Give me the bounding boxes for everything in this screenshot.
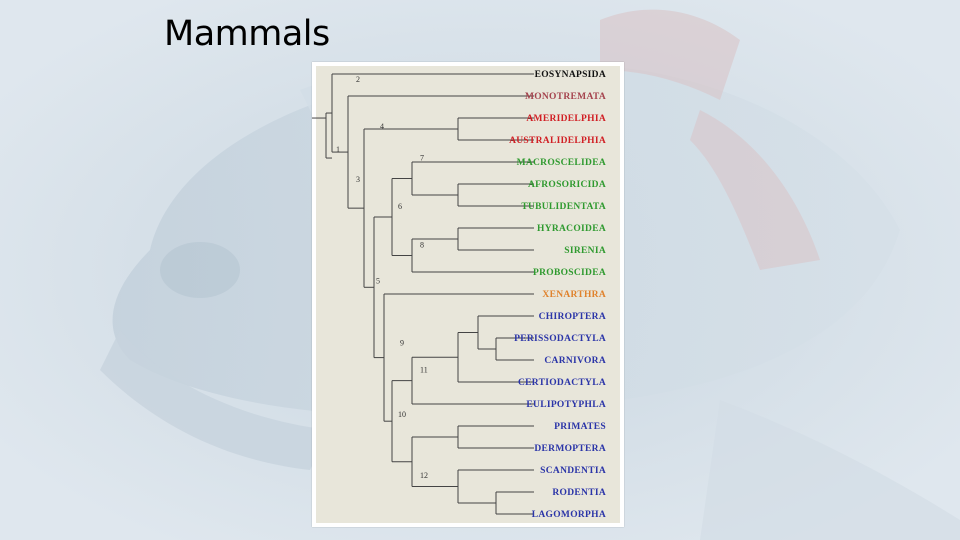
- node-number-11: 11: [420, 366, 428, 375]
- taxon-label-perissodactyla: PERISSODACTYLA: [514, 334, 606, 344]
- slide-title: Mammals: [164, 14, 330, 54]
- taxon-label-rodentia: RODENTIA: [552, 488, 606, 498]
- taxon-label-eulipotyphla: EULIPOTYPHLA: [526, 400, 606, 410]
- taxon-label-monotremata: MONOTREMATA: [525, 92, 606, 102]
- taxon-label-australidelphia: AUSTRALIDELPHIA: [509, 136, 606, 146]
- taxon-label-carnivora: CARNIVORA: [544, 356, 606, 366]
- taxon-label-primates: PRIMATES: [554, 422, 606, 432]
- node-number-10: 10: [398, 410, 406, 419]
- phylogenetic-tree-figure: 1 2 3 4 5 6 7 8 9 10 11 12 EOSYNAPSIDA MONOTREMATA AM…: [312, 62, 624, 527]
- taxon-label-ameridelphia: AMERIDELPHIA: [526, 114, 606, 124]
- node-number-9: 9: [400, 339, 404, 348]
- taxon-label-scandentia: SCANDENTIA: [540, 466, 606, 476]
- taxon-label-lagomorpha: LAGOMORPHA: [532, 510, 606, 520]
- taxon-label-tubulidentata: TUBULIDENTATA: [521, 202, 606, 212]
- taxon-label-dermoptera: DERMOPTERA: [534, 444, 606, 454]
- tree-branches: [312, 73, 534, 515]
- taxon-label-macroscelidea: MACROSCELIDEA: [517, 158, 606, 168]
- taxon-label-sirenia: SIRENIA: [564, 246, 606, 256]
- taxon-label-hyracoidea: HYRACOIDEA: [537, 224, 606, 234]
- node-number-7: 7: [420, 154, 424, 163]
- taxon-label-certiodactyla: CERTIODACTYLA: [518, 378, 606, 388]
- node-number-12: 12: [420, 471, 428, 480]
- node-number-4: 4: [380, 122, 384, 131]
- taxa-labels: EOSYNAPSIDA MONOTREMATA AMERIDELPHIA AUSTRA…: [509, 70, 606, 520]
- node-number-8: 8: [420, 241, 424, 250]
- taxon-label-xenarthra: XENARTHRA: [542, 290, 606, 300]
- taxon-label-afrosoricida: AFROSORICIDA: [528, 180, 606, 190]
- taxon-label-proboscidea: PROBOSCIDEA: [533, 268, 606, 278]
- taxon-label-chiroptera: CHIROPTERA: [539, 312, 606, 322]
- node-number-3: 3: [356, 175, 360, 184]
- node-number-5: 5: [376, 276, 380, 285]
- node-number-6: 6: [398, 202, 402, 211]
- node-number-1: 1: [336, 145, 340, 154]
- node-number-2: 2: [356, 75, 360, 84]
- taxon-label-eosynapsida: EOSYNAPSIDA: [535, 70, 606, 80]
